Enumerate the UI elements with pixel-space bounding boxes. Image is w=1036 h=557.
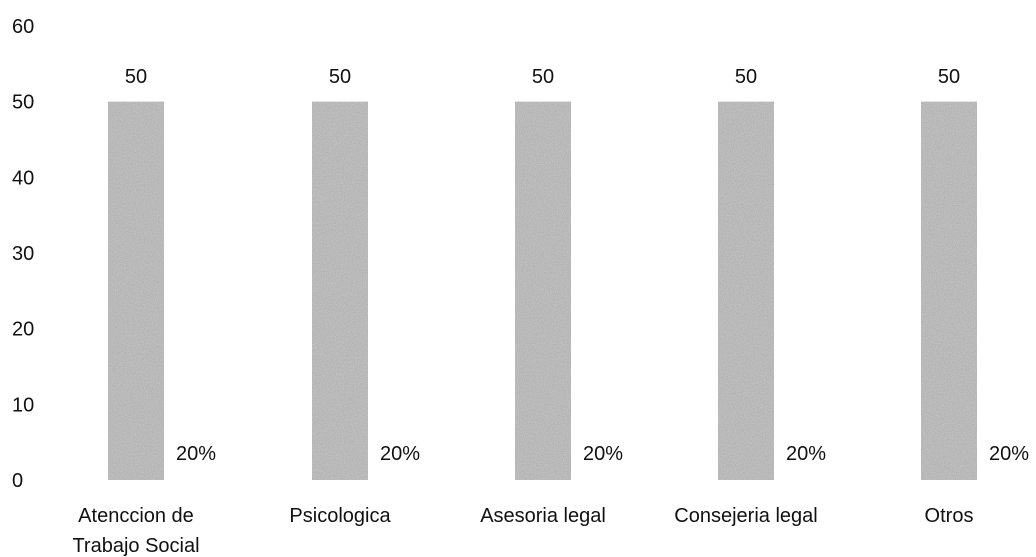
bars xyxy=(108,101,977,481)
bar-texture xyxy=(312,101,368,481)
category-label: Consejeria legal xyxy=(674,505,817,527)
y-tick-label: 20 xyxy=(12,319,34,341)
y-tick-label: 30 xyxy=(12,243,34,265)
category-label: Psicologica xyxy=(289,505,391,527)
bar-texture xyxy=(108,101,164,481)
category-label: Asesoria legal xyxy=(480,505,606,527)
bar-value-label: 50 xyxy=(532,66,554,88)
y-tick-label: 0 xyxy=(12,470,23,492)
bar-texture xyxy=(515,101,571,481)
bar-percent-label: 20% xyxy=(989,443,1029,465)
bar-texture xyxy=(921,101,977,481)
y-tick-label: 10 xyxy=(12,394,34,416)
category-label: Trabajo Social xyxy=(72,535,199,557)
category-label: Otros xyxy=(925,505,974,527)
bar-value-label: 50 xyxy=(125,66,147,88)
bar-percent-label: 20% xyxy=(380,443,420,465)
bar-texture xyxy=(718,101,774,481)
category-labels: Atenccion de Trabajo Social Psicologica Ase… xyxy=(72,505,973,557)
bar-percent-label: 20% xyxy=(176,443,216,465)
category-label: Atenccion de xyxy=(78,505,194,527)
y-tick-label: 50 xyxy=(12,92,34,114)
bar-value-label: 50 xyxy=(329,66,351,88)
bar-value-label: 50 xyxy=(938,66,960,88)
bar-value-label: 50 xyxy=(735,66,757,88)
value-labels: 50 50 50 50 50 xyxy=(125,66,960,88)
y-axis-tick-labels: 0 10 20 30 40 50 60 xyxy=(12,16,34,492)
bar-percent-label: 20% xyxy=(786,443,826,465)
y-tick-label: 40 xyxy=(12,167,34,189)
y-tick-label: 60 xyxy=(12,16,34,38)
percent-labels: 20% 20% 20% 20% 20% xyxy=(176,443,1029,465)
bar-percent-label: 20% xyxy=(583,443,623,465)
